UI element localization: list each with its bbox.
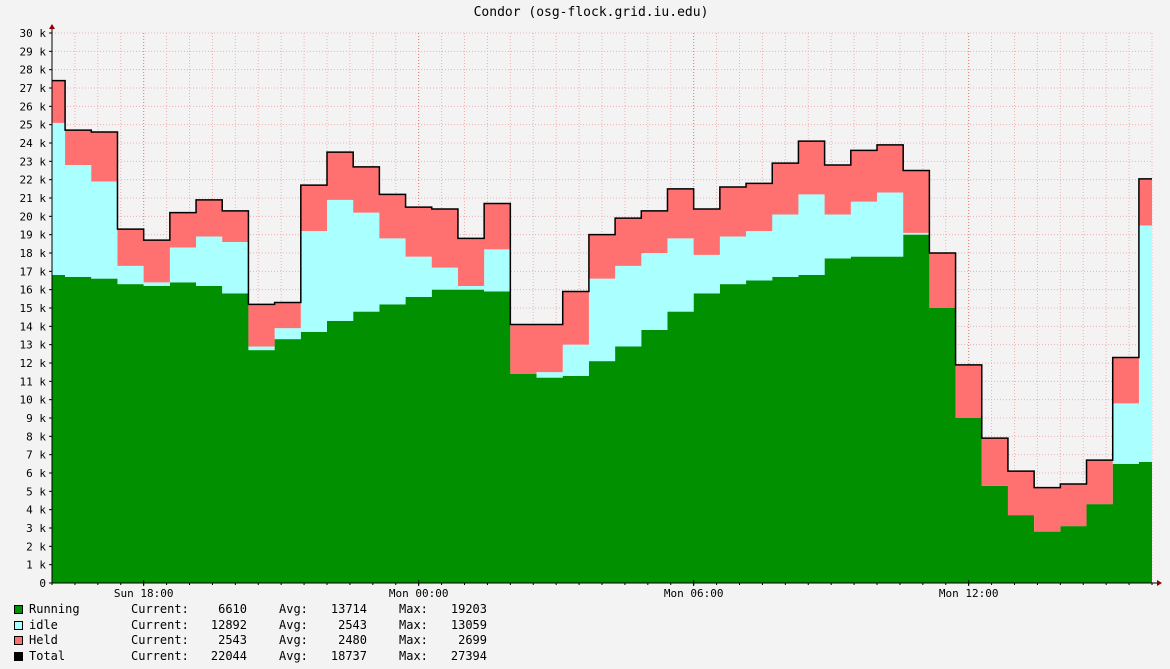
legend-avg-label: Avg: <box>279 602 308 616</box>
y-tick-label: 18 k <box>20 247 47 260</box>
y-tick-label: 14 k <box>20 320 47 333</box>
legend-current-label: Current: <box>131 633 189 647</box>
y-tick-label: 9 k <box>26 412 46 425</box>
legend-avg-label: Avg: <box>279 633 308 647</box>
y-tick-labels: 0 1 k 2 k 3 k 4 k 5 k 6 k 7 k 8 k 9 k 10 k 11 k 12 k… <box>20 27 47 590</box>
legend-name: idle <box>29 617 58 632</box>
legend-row-running: Running Current: 6610 Avg: 13714 Max: 19… <box>14 602 519 618</box>
legend-max-label: Max: <box>399 648 428 663</box>
y-tick-label: 25 k <box>20 119 47 132</box>
x-tick-label: Mon 06:00 <box>664 587 724 600</box>
legend-max-label: Max: <box>399 633 428 647</box>
y-tick-label: 19 k <box>20 229 47 242</box>
y-tick-label: 20 k <box>20 210 47 223</box>
y-tick-label: 12 k <box>20 357 47 370</box>
legend-avg-value: 18737 <box>330 648 367 663</box>
chart-svg: Condor (osg-flock.grid.iu.edu) 0 1 k 2 k 3 … <box>20 5 1162 600</box>
y-tick-label: 0 <box>39 577 46 590</box>
legend-avg-label: Avg: <box>279 617 308 632</box>
y-tick-label: 10 k <box>20 394 47 407</box>
series-areas <box>52 79 1152 583</box>
y-tick-label: 22 k <box>20 174 47 187</box>
legend-row-total: Total Current: 22044 Avg: 18737 Max: 273… <box>14 649 519 665</box>
y-tick-label: 15 k <box>20 302 47 315</box>
y-tick-label: 6 k <box>26 467 46 480</box>
legend-current-value: 2543 <box>218 633 247 647</box>
x-tick-labels: Sun 18:00 Mon 00:00 Mon 06:00 Mon 12:00 <box>114 587 999 600</box>
legend-max-value: 13059 <box>450 617 487 632</box>
series-area-held <box>52 80 1152 532</box>
y-tick-label: 23 k <box>20 155 47 168</box>
y-tick-label: 26 k <box>20 100 47 113</box>
y-tick-label: 30 k <box>20 27 47 40</box>
y-tick-label: 3 k <box>26 522 46 535</box>
chart-title: Condor (osg-flock.grid.iu.edu) <box>474 5 709 20</box>
x-tick-label: Mon 00:00 <box>389 587 449 600</box>
axes <box>49 24 1162 586</box>
y-tick-label: 7 k <box>26 449 46 462</box>
x-axis-arrow <box>1157 580 1162 586</box>
y-tick-label: 16 k <box>20 284 47 297</box>
legend-avg-value: 13714 <box>330 602 367 616</box>
y-tick-label: 24 k <box>20 137 47 150</box>
legend-avg-value: 2543 <box>338 617 367 632</box>
legend-avg-value: 2480 <box>338 633 367 647</box>
legend-current-value: 12892 <box>210 617 247 632</box>
series-line-total <box>52 79 1152 489</box>
legend-swatch-running <box>14 605 23 615</box>
legend-max-value: 19203 <box>450 602 487 616</box>
legend-current-label: Current: <box>131 617 189 632</box>
y-tick-label: 29 k <box>20 45 47 58</box>
legend-current-label: Current: <box>131 602 189 616</box>
legend-current-label: Current: <box>131 648 189 663</box>
legend-swatch-total <box>14 651 23 661</box>
legend-name: Held <box>29 633 58 647</box>
y-tick-label: 4 k <box>26 504 46 517</box>
y-tick-label: 27 k <box>20 82 47 95</box>
legend-max-label: Max: <box>399 602 428 616</box>
y-tick-label: 17 k <box>20 265 47 278</box>
y-tick-label: 11 k <box>20 375 47 388</box>
legend-current-value: 6610 <box>218 602 247 616</box>
legend-swatch-idle <box>14 620 23 630</box>
y-tick-label: 13 k <box>20 339 47 352</box>
y-tick-label: 28 k <box>20 64 47 77</box>
y-tick-label: 5 k <box>26 485 46 498</box>
y-tick-label: 1 k <box>26 559 46 572</box>
legend-max-value: 2699 <box>458 633 487 647</box>
legend-avg-label: Avg: <box>279 648 308 663</box>
y-tick-label: 8 k <box>26 430 46 443</box>
legend-name: Total <box>29 648 66 663</box>
legend-current-value: 22044 <box>210 648 247 663</box>
y-tick-label: 2 k <box>26 540 46 553</box>
legend-max-value: 27394 <box>450 648 487 663</box>
legend-max-label: Max: <box>399 617 428 632</box>
legend-row-held: Held Current: 2543 Avg: 2480 Max: 2699 <box>14 633 519 649</box>
legend-row-idle: idle Current: 12892 Avg: 2543 Max: 13059 <box>14 618 519 634</box>
legend: Running Current: 6610 Avg: 13714 Max: 19… <box>14 602 519 664</box>
x-tick-label: Sun 18:00 <box>114 587 174 600</box>
y-axis-arrow <box>49 24 55 29</box>
y-tick-label: 21 k <box>20 192 47 205</box>
x-tick-label: Mon 12:00 <box>939 587 999 600</box>
legend-swatch-held <box>14 636 23 646</box>
legend-name: Running <box>29 602 80 616</box>
